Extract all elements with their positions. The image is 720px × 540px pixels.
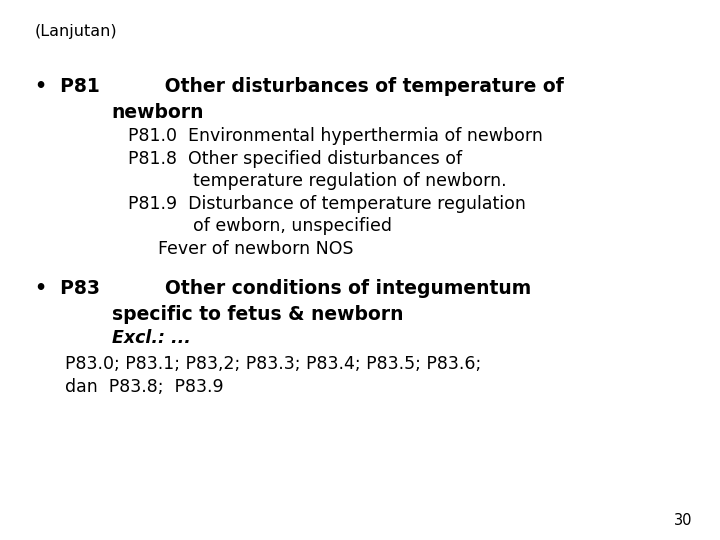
Text: newborn: newborn (112, 103, 204, 122)
Text: 30: 30 (674, 513, 693, 528)
Text: (Lanjutan): (Lanjutan) (35, 24, 117, 39)
Text: •  P83          Other conditions of integumentum: • P83 Other conditions of integumentum (35, 279, 531, 298)
Text: P83.0; P83.1; P83,2; P83.3; P83.4; P83.5; P83.6;: P83.0; P83.1; P83,2; P83.3; P83.4; P83.5… (65, 355, 481, 373)
Text: of ewborn, unspecified: of ewborn, unspecified (193, 217, 392, 235)
Text: Fever of newborn NOS: Fever of newborn NOS (158, 240, 354, 258)
Text: P81.8  Other specified disturbances of: P81.8 Other specified disturbances of (128, 150, 462, 168)
Text: Excl.: ...: Excl.: ... (112, 329, 191, 347)
Text: P81.0  Environmental hyperthermia of newborn: P81.0 Environmental hyperthermia of newb… (128, 127, 543, 145)
Text: temperature regulation of newborn.: temperature regulation of newborn. (193, 172, 507, 190)
Text: specific to fetus & newborn: specific to fetus & newborn (112, 305, 403, 323)
Text: dan  P83.8;  P83.9: dan P83.8; P83.9 (65, 378, 223, 396)
Text: P81.9  Disturbance of temperature regulation: P81.9 Disturbance of temperature regulat… (128, 195, 526, 213)
Text: •  P81          Other disturbances of temperature of: • P81 Other disturbances of temperature … (35, 77, 563, 96)
